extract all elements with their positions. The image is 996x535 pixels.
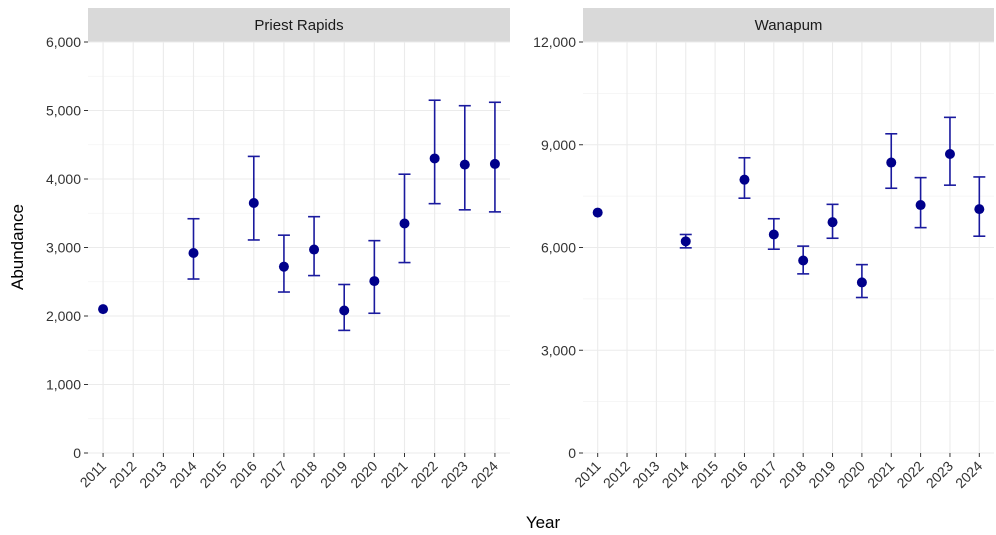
data-point bbox=[680, 236, 691, 247]
x-tick-label: 2018 bbox=[776, 458, 809, 491]
data-point bbox=[768, 229, 779, 240]
x-tick-label: 2011 bbox=[77, 458, 110, 491]
data-point bbox=[944, 148, 955, 159]
x-tick-label: 2015 bbox=[688, 458, 721, 491]
panel-wanapum: Wanapum03,0006,0009,00012,00020112012201… bbox=[533, 8, 994, 491]
x-tick-label: 2017 bbox=[747, 458, 780, 491]
error-bar bbox=[488, 101, 501, 213]
x-tick-label: 2018 bbox=[287, 458, 320, 491]
x-tick-label: 2013 bbox=[136, 458, 169, 491]
data-point bbox=[915, 200, 926, 211]
data-point bbox=[248, 197, 259, 208]
y-tick-label: 5,000 bbox=[46, 103, 81, 119]
data-point bbox=[339, 305, 350, 316]
data-point bbox=[459, 159, 470, 170]
x-tick-label: 2024 bbox=[468, 458, 501, 491]
x-tick-label: 2015 bbox=[196, 458, 229, 491]
y-tick-label: 4,000 bbox=[46, 171, 81, 187]
data-point bbox=[856, 277, 867, 288]
y-tick-label: 0 bbox=[73, 445, 81, 461]
data-point bbox=[489, 158, 500, 169]
x-tick-label: 2022 bbox=[407, 458, 440, 491]
x-tick-label: 2017 bbox=[257, 458, 290, 491]
panel-strip bbox=[88, 8, 510, 42]
x-tick-label: 2014 bbox=[166, 458, 199, 491]
x-tick-label: 2022 bbox=[893, 458, 926, 491]
x-tick-label: 2020 bbox=[835, 458, 868, 491]
data-point bbox=[309, 244, 320, 255]
y-tick-label: 1,000 bbox=[46, 377, 81, 393]
error-bar bbox=[398, 173, 411, 264]
panel-title: Priest Rapids bbox=[254, 17, 343, 34]
panel-priest-rapids: Priest Rapids 0 1,000 2,000 3,000 4,000 5,000 6… bbox=[46, 8, 510, 491]
data-point bbox=[278, 261, 289, 272]
x-tick-label: 2019 bbox=[317, 458, 350, 491]
error-bar bbox=[458, 104, 471, 211]
data-point bbox=[886, 157, 897, 168]
data-point bbox=[739, 174, 750, 185]
data-point bbox=[974, 204, 985, 215]
y-tick-label: 12,000 bbox=[533, 34, 576, 50]
data-point bbox=[827, 217, 838, 228]
data-point bbox=[592, 207, 603, 218]
data-point bbox=[429, 153, 440, 164]
y-tick-label: 3,000 bbox=[46, 240, 81, 256]
x-tick-label: 2024 bbox=[952, 458, 985, 491]
y-tick-label: 9,000 bbox=[541, 137, 576, 153]
y-tick-label: 6,000 bbox=[541, 240, 576, 256]
x-tick-label: 2020 bbox=[347, 458, 380, 491]
y-tick-label: 6,000 bbox=[46, 34, 81, 50]
y-tick-label: 0 bbox=[568, 445, 576, 461]
y-tick-label: 3,000 bbox=[541, 342, 576, 358]
y-axis-title: Abundance bbox=[8, 204, 27, 290]
data-point bbox=[98, 304, 109, 315]
x-tick-label: 2013 bbox=[629, 458, 662, 491]
x-tick-label: 2023 bbox=[923, 458, 956, 491]
x-tick-label: 2021 bbox=[864, 458, 897, 491]
x-tick-label: 2023 bbox=[438, 458, 471, 491]
x-tick-label: 2012 bbox=[106, 458, 139, 491]
x-axis-title: Year bbox=[526, 513, 561, 532]
data-point bbox=[369, 276, 380, 287]
x-tick-label: 2016 bbox=[227, 458, 260, 491]
data-point bbox=[399, 218, 410, 229]
data-point bbox=[798, 255, 809, 266]
x-tick-label: 2011 bbox=[571, 458, 604, 491]
x-tick-label: 2016 bbox=[717, 458, 750, 491]
error-bar bbox=[428, 99, 441, 205]
x-tick-label: 2021 bbox=[377, 458, 410, 491]
x-tick-label: 2012 bbox=[600, 458, 633, 491]
y-tick-label: 2,000 bbox=[46, 308, 81, 324]
x-tick-label: 2019 bbox=[805, 458, 838, 491]
x-tick-label: 2014 bbox=[659, 458, 692, 491]
panel-strip bbox=[583, 8, 994, 42]
data-point bbox=[188, 247, 199, 258]
panel-title: Wanapum bbox=[755, 17, 823, 34]
